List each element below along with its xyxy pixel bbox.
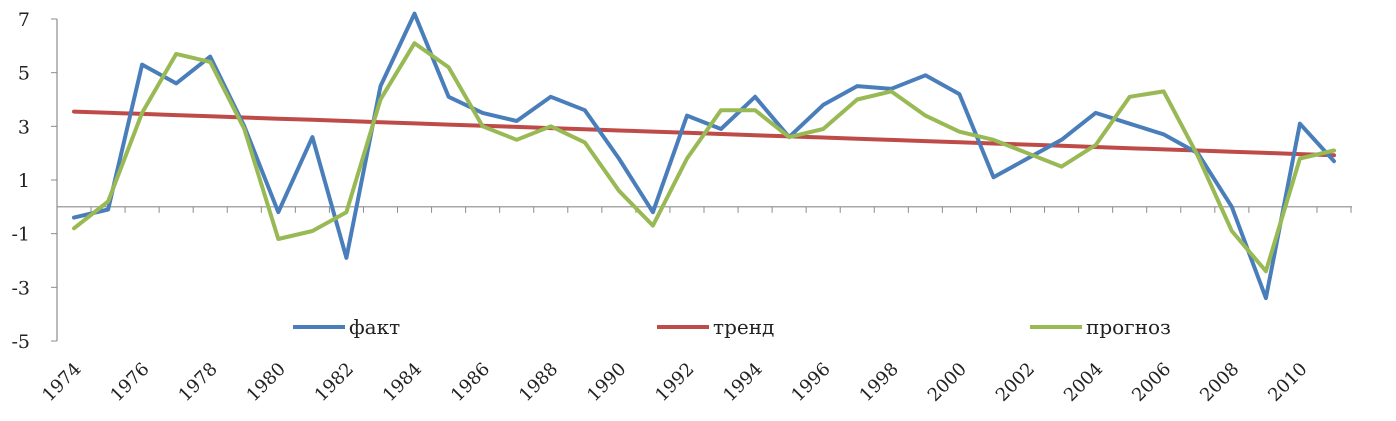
x-tick-label: 2004 [1060, 359, 1107, 406]
series-line-3 [72, 41, 1336, 274]
x-tick-label: 1974 [38, 359, 85, 406]
x-tick-label: 1992 [651, 359, 698, 406]
x-tick-label: 1998 [856, 359, 903, 406]
series-line-1 [72, 11, 1336, 301]
x-tick-label: 1984 [379, 359, 426, 406]
y-tick-label: 1 [18, 170, 30, 192]
x-tick-label: 2008 [1196, 359, 1243, 406]
y-tick-label: -5 [11, 331, 30, 353]
x-tick-label: 1990 [583, 359, 630, 406]
x-tick-label: 2006 [1128, 359, 1175, 406]
x-tick-label: 2010 [1264, 359, 1311, 406]
x-tick-label: 1978 [175, 359, 222, 406]
axes [51, 18, 1352, 342]
y-tick-label: -1 [11, 224, 30, 246]
x-axis-tick-labels: 1974 1976 1978 1980 1982 1984 1986 1988 1990 1992… [38, 359, 1311, 406]
x-tick-label: 1986 [447, 359, 494, 406]
x-tick-label: 1994 [719, 359, 766, 406]
legend-label-2: тренд [713, 315, 774, 339]
x-tick-label: 2002 [992, 359, 1039, 406]
legend-label-3: прогноз [1086, 315, 1171, 339]
legend: факт тренд прогноз [293, 315, 1171, 339]
y-tick-label: 5 [18, 63, 30, 85]
y-tick-label: 3 [18, 116, 30, 138]
series-lines [72, 11, 1336, 301]
legend-label-1: факт [349, 315, 400, 339]
x-tick-label: 2000 [924, 359, 971, 406]
x-tick-label: 1976 [106, 359, 153, 406]
x-tick-label: 1982 [311, 359, 358, 406]
x-tick-label: 1988 [515, 359, 562, 406]
y-tick-label: -3 [11, 277, 30, 299]
x-tick-label: 1996 [787, 359, 834, 406]
y-axis-tick-labels: 7 5 3 1 -1 -3 -5 [11, 9, 30, 353]
y-tick-label: 7 [18, 9, 30, 31]
x-tick-label: 1980 [243, 359, 290, 406]
